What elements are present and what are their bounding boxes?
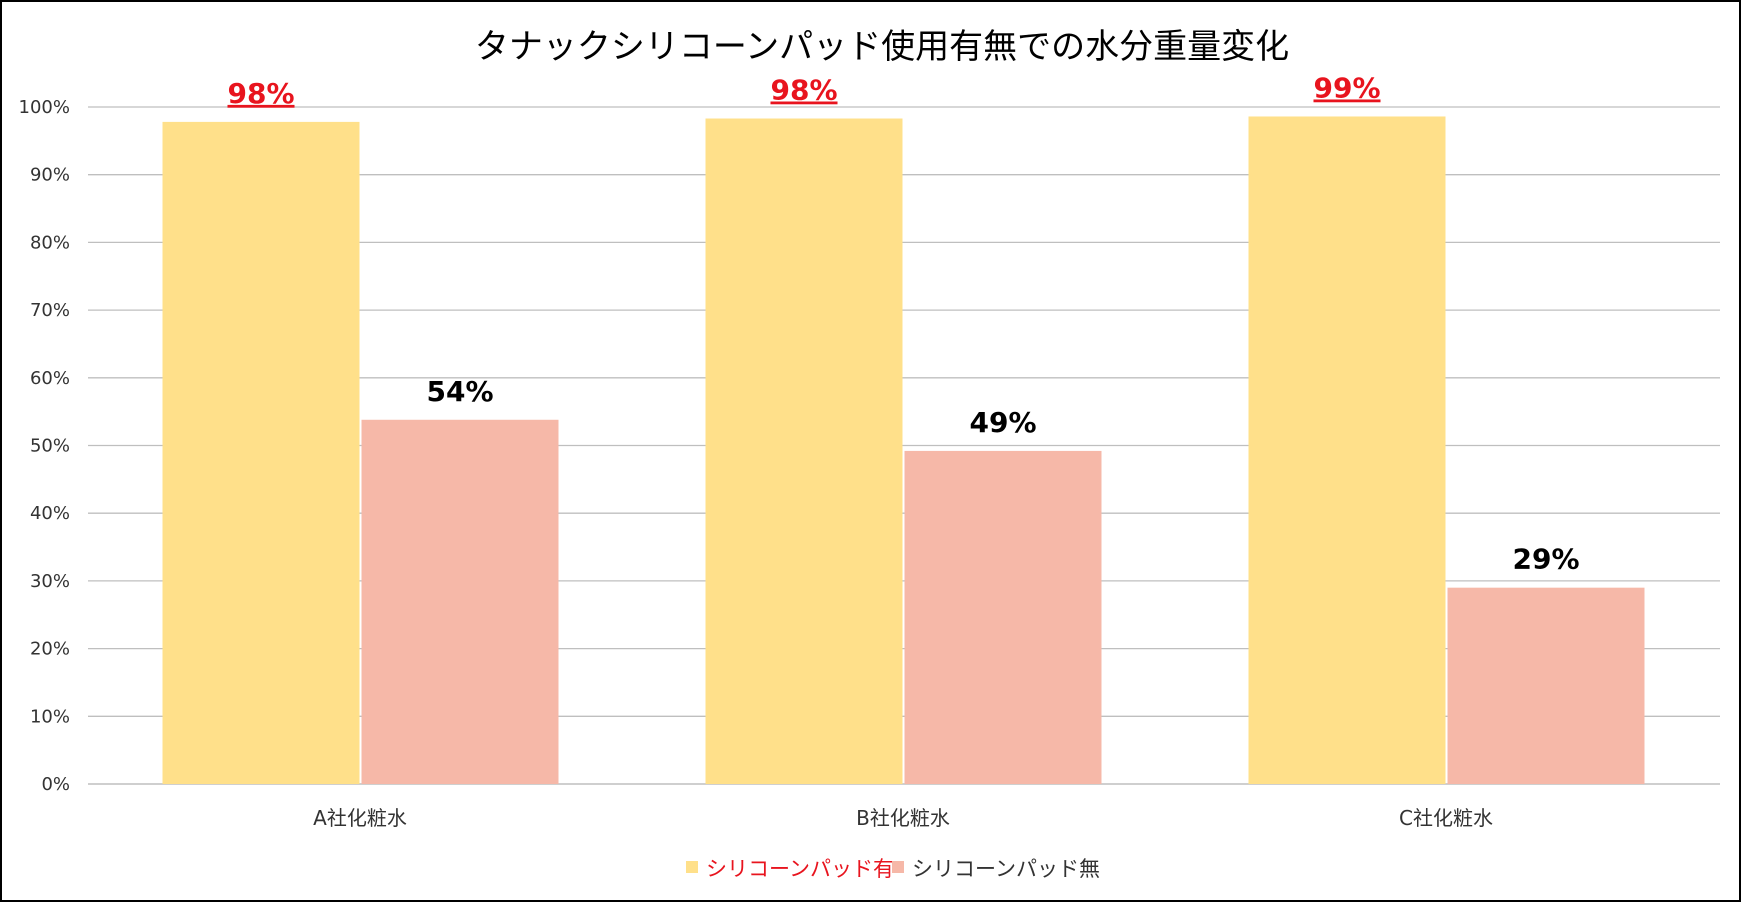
data-label: 98% bbox=[227, 77, 294, 110]
bar-series-2-cat-2 bbox=[904, 450, 1102, 784]
category-label: A社化粧水 bbox=[313, 806, 407, 830]
gridlines bbox=[88, 106, 1720, 785]
bar-series-1-cat-3 bbox=[1248, 116, 1446, 784]
chart-title: タナックシリコーンパッド使用有無での水分重量変化 bbox=[475, 27, 1289, 67]
y-tick-label: 100% bbox=[19, 97, 70, 118]
x-axis: A社化粧水 B社化粧水 C社化粧水 bbox=[313, 806, 1493, 830]
category-label: C社化粧水 bbox=[1399, 806, 1493, 830]
bar-series-1-cat-1 bbox=[162, 121, 360, 785]
y-tick-label: 40% bbox=[30, 503, 70, 524]
bar-series-2-cat-1 bbox=[361, 419, 559, 784]
data-label: 54% bbox=[426, 375, 493, 408]
y-tick-label: 50% bbox=[30, 436, 70, 457]
legend-label: シリコーンパッド無 bbox=[912, 857, 1100, 881]
legend-swatch bbox=[892, 861, 904, 873]
y-tick-label: 80% bbox=[30, 232, 70, 253]
bar-series-1-cat-2 bbox=[705, 118, 903, 784]
data-label: 49% bbox=[969, 406, 1036, 439]
bars bbox=[162, 116, 1645, 785]
y-tick-label: 30% bbox=[30, 571, 70, 592]
data-label: 29% bbox=[1512, 543, 1579, 576]
data-labels: 98% 98% 99% 54% 49% 29% bbox=[227, 71, 1579, 575]
y-tick-label: 90% bbox=[30, 165, 70, 186]
y-tick-label: 70% bbox=[30, 300, 70, 321]
y-axis: 0% 10% 20% 30% 40% 50% 60% 70% 80% 90% 100% bbox=[19, 97, 70, 795]
bar-series-2-cat-3 bbox=[1447, 587, 1645, 784]
legend-swatch bbox=[686, 861, 698, 873]
y-tick-label: 60% bbox=[30, 368, 70, 389]
category-label: B社化粧水 bbox=[856, 806, 950, 830]
y-tick-label: 20% bbox=[30, 639, 70, 660]
y-tick-label: 0% bbox=[41, 774, 70, 795]
data-label: 99% bbox=[1313, 71, 1380, 104]
legend-label: シリコーンパッド有 bbox=[706, 857, 894, 881]
data-label: 98% bbox=[770, 74, 837, 107]
legend: シリコーンパッド有 シリコーンパッド無 bbox=[686, 857, 1100, 881]
y-tick-label: 10% bbox=[30, 706, 70, 727]
